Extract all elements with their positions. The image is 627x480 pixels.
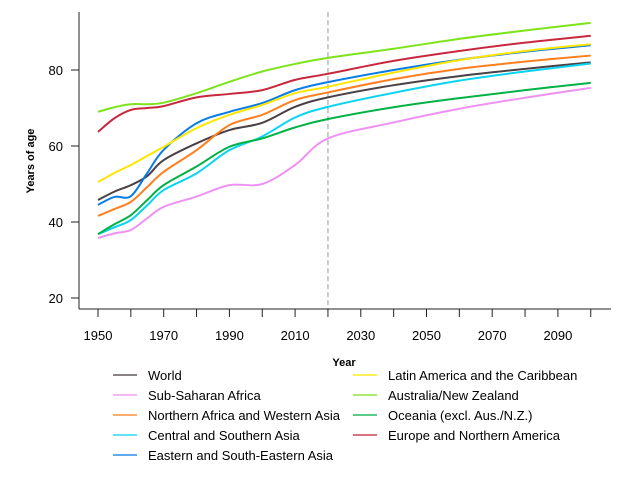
legend-label: Central and Southern Asia <box>148 427 300 443</box>
legend-item: Oceania (excl. Aus./N.Z.) <box>353 405 533 425</box>
series-line-australia-new-zealand <box>97 21 591 113</box>
legend-label: Europe and Northern America <box>388 427 560 443</box>
legend-item: Sub-Saharan Africa <box>113 385 261 405</box>
x-tick-label: 1970 <box>149 328 178 343</box>
x-tick-label: 1950 <box>84 328 113 343</box>
x-tick-label: 2090 <box>543 328 572 343</box>
x-ticks: 1950 1970 1990 2010 2030 2050 2070 2090 <box>84 309 592 343</box>
series-line-sub-saharan-africa <box>97 86 591 239</box>
x-tick-label: 2030 <box>346 328 375 343</box>
legend-swatch <box>113 374 137 376</box>
series-layer <box>97 21 591 239</box>
series-line-europe-and-northern-america <box>97 34 591 133</box>
x-tick-label: 2070 <box>478 328 507 343</box>
x-tick-label: 1990 <box>215 328 244 343</box>
series-line-northern-africa-and-western-asia <box>97 54 591 217</box>
legend-label: Latin America and the Caribbean <box>388 367 578 383</box>
series-line-oceania-excl-aus-n-z <box>97 81 591 236</box>
series-line-latin-america-and-the-caribbean <box>97 43 591 183</box>
legend-swatch <box>353 434 377 436</box>
y-axis-title: Years of age <box>25 129 37 194</box>
x-axis-title: Year <box>332 357 356 369</box>
legend-label: Sub-Saharan Africa <box>148 387 261 403</box>
legend-label: World <box>148 367 182 383</box>
legend-item: World <box>113 365 182 385</box>
legend-swatch <box>113 454 137 456</box>
legend-swatch <box>113 414 137 416</box>
x-tick-label: 2050 <box>412 328 441 343</box>
legend-label: Eastern and South-Eastern Asia <box>148 447 334 463</box>
y-tick-label: 40 <box>49 215 63 230</box>
legend-label: Oceania (excl. Aus./N.Z.) <box>388 407 533 423</box>
legend-item: Latin America and the Caribbean <box>353 365 577 385</box>
legend-label: Northern Africa and Western Asia <box>148 407 340 423</box>
legend-label: Australia/New Zealand <box>388 387 519 403</box>
y-tick-label: 60 <box>49 139 63 154</box>
series-line-world <box>97 61 591 201</box>
y-tick-label: 80 <box>49 63 63 78</box>
legend-swatch <box>113 434 137 436</box>
y-tick-label: 20 <box>49 291 63 306</box>
legend-item: Central and Southern Asia <box>113 425 300 445</box>
legend-swatch <box>113 394 137 396</box>
legend-item: Australia/New Zealand <box>353 385 519 405</box>
legend-swatch <box>353 374 377 376</box>
legend-swatch <box>353 394 377 396</box>
legend-item: Eastern and South-Eastern Asia <box>113 445 333 465</box>
legend-item: Northern Africa and Western Asia <box>113 405 340 425</box>
legend-item: Europe and Northern America <box>353 425 560 445</box>
y-ticks: 20 40 60 80 <box>49 63 79 306</box>
legend-swatch <box>353 414 377 416</box>
x-tick-label: 2010 <box>281 328 310 343</box>
axes-layer <box>78 12 611 310</box>
